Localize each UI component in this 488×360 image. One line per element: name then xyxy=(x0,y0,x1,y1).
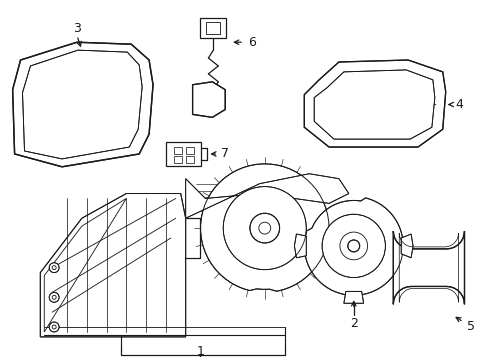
Text: 5: 5 xyxy=(467,320,474,333)
Bar xyxy=(165,142,201,166)
Bar xyxy=(185,147,193,154)
Circle shape xyxy=(49,263,59,273)
Polygon shape xyxy=(294,234,305,258)
Circle shape xyxy=(49,322,59,332)
Polygon shape xyxy=(40,194,185,337)
Text: 7: 7 xyxy=(221,148,229,161)
Text: 3: 3 xyxy=(73,22,81,35)
Circle shape xyxy=(49,292,59,302)
Polygon shape xyxy=(192,82,225,117)
Polygon shape xyxy=(343,291,363,303)
Bar xyxy=(336,85,348,95)
Polygon shape xyxy=(304,60,445,147)
Bar xyxy=(200,18,226,38)
Polygon shape xyxy=(185,174,348,218)
Polygon shape xyxy=(13,42,153,167)
Bar xyxy=(173,147,182,154)
Bar xyxy=(397,85,409,95)
Circle shape xyxy=(223,186,305,270)
Polygon shape xyxy=(22,50,142,159)
Polygon shape xyxy=(400,234,412,258)
Text: 6: 6 xyxy=(247,36,255,49)
Polygon shape xyxy=(200,164,328,291)
Polygon shape xyxy=(314,70,434,139)
Bar xyxy=(358,112,372,121)
Text: 2: 2 xyxy=(349,316,357,329)
Bar xyxy=(206,22,220,34)
Bar xyxy=(185,156,193,163)
Polygon shape xyxy=(392,231,464,304)
Polygon shape xyxy=(304,198,403,295)
Text: 4: 4 xyxy=(455,98,463,111)
Circle shape xyxy=(249,213,279,243)
Circle shape xyxy=(347,240,359,252)
Text: 1: 1 xyxy=(196,345,204,358)
Bar xyxy=(173,156,182,163)
Circle shape xyxy=(322,214,385,278)
